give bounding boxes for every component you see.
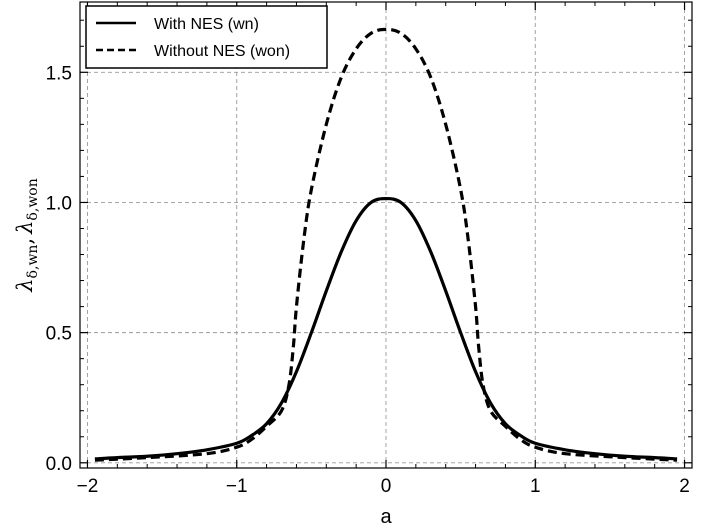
y-tick-label: 1.0 xyxy=(46,193,72,214)
x-tick-label: 1 xyxy=(530,476,541,497)
y-label-subscript-1: δ,wn xyxy=(25,245,41,279)
legend: With NES (wn) Without NES (won) xyxy=(85,5,328,69)
legend-box xyxy=(85,5,328,69)
grid xyxy=(80,2,692,468)
series-without-nes-line xyxy=(94,27,678,462)
legend-label-with-nes: With NES (wn) xyxy=(154,16,259,33)
y-label-symbol-2: λ xyxy=(13,221,37,235)
x-tick-label: −2 xyxy=(77,476,99,497)
y-axis-label: λδ,wn,λδ,won xyxy=(13,178,41,293)
y-tick-label: 1.5 xyxy=(46,63,72,84)
y-label-subscript-2: δ,won xyxy=(25,178,41,220)
y-tick-label: 0.5 xyxy=(46,324,72,345)
series-lines xyxy=(94,27,678,462)
y-tick-label: 0.0 xyxy=(46,454,72,475)
x-tick-label: 2 xyxy=(679,476,690,497)
y-label-symbol-1: λ xyxy=(13,278,37,292)
svg-text:λδ,wn,λδ,won: λδ,wn,λδ,won xyxy=(13,178,41,293)
x-tick-label: −1 xyxy=(226,476,248,497)
series-with-nes-line xyxy=(94,196,678,461)
x-axis-label: a xyxy=(380,506,392,528)
y-label-separator: , xyxy=(13,238,37,245)
x-tick-label: 0 xyxy=(381,476,392,497)
legend-label-without-nes: Without NES (won) xyxy=(154,43,290,60)
axis-ticks: −2 −1 0 1 2 0.0 0.5 1.0 1.5 xyxy=(46,2,692,497)
